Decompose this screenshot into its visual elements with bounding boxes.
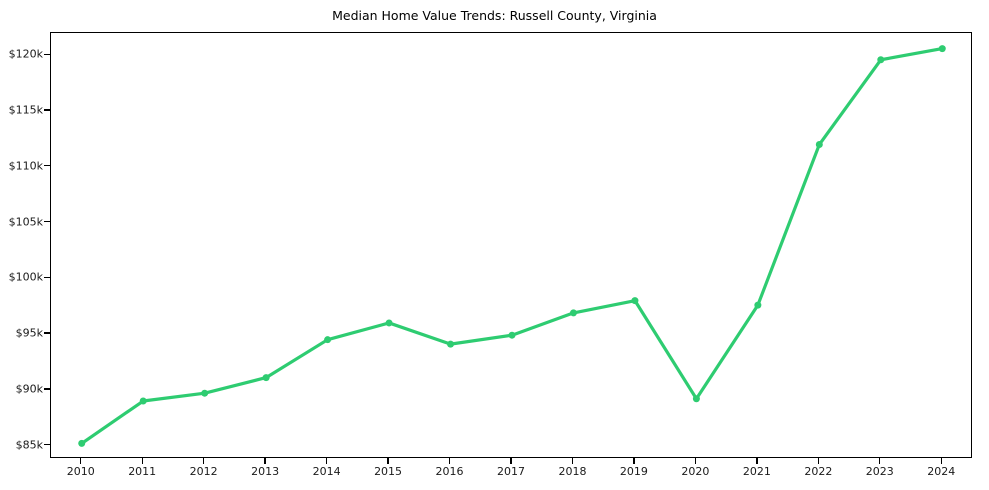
- x-axis-tick-label: 2011: [128, 465, 157, 478]
- series-line-median-home-value: [80, 47, 944, 445]
- x-axis-tick-label: 2017: [497, 465, 525, 478]
- y-axis-tick-mark: [44, 220, 50, 223]
- y-axis-tick-label: $95k: [15, 326, 43, 340]
- x-axis-tick-label: 2015: [374, 465, 403, 478]
- y-axis-tick-label: $115k: [8, 103, 43, 117]
- data-point-marker: [201, 389, 209, 397]
- x-axis-tick-mark: [264, 458, 266, 464]
- data-point-marker: [569, 309, 577, 317]
- x-axis-tick-mark: [571, 458, 574, 464]
- x-axis-tick-mark: [325, 458, 328, 464]
- data-point-marker: [877, 56, 885, 64]
- x-axis-tick-mark: [510, 458, 512, 464]
- line-series-svg: [78, 45, 946, 447]
- x-axis-tick-label: 2013: [251, 465, 280, 478]
- data-point-marker: [508, 331, 516, 339]
- x-axis-tick-mark: [694, 458, 697, 464]
- data-point-marker: [324, 336, 332, 344]
- x-axis-tick-label: 2024: [927, 465, 956, 478]
- x-axis-tick-label: 2014: [312, 465, 341, 478]
- y-axis-tick-mark: [44, 276, 50, 278]
- x-axis-tick-mark: [448, 458, 451, 464]
- x-axis-tick-label: 2010: [66, 465, 95, 478]
- data-point-marker: [385, 319, 393, 327]
- data-point-marker: [815, 141, 823, 149]
- data-point-marker: [692, 395, 700, 403]
- y-axis-tick-label: $105k: [8, 215, 43, 229]
- data-point-marker: [262, 374, 270, 382]
- x-axis-tick-label: 2021: [742, 465, 771, 478]
- y-axis-tick-mark: [44, 165, 50, 167]
- y-axis-tick-label: $110k: [8, 159, 43, 173]
- x-axis-tick-mark: [817, 458, 819, 464]
- data-point-marker: [78, 439, 86, 447]
- y-axis-tick-label: $90k: [15, 382, 43, 396]
- data-point-marker: [139, 397, 147, 405]
- y-axis-tick-mark: [44, 332, 50, 334]
- y-axis-tick-mark: [44, 53, 50, 55]
- x-axis-tick-mark: [756, 458, 758, 464]
- x-axis-tick-label: 2018: [558, 465, 587, 478]
- x-axis-tick-label: 2023: [865, 465, 894, 478]
- y-axis-tick-label: $120k: [8, 47, 43, 61]
- chart-title: Median Home Value Trends: Russell County…: [332, 8, 657, 23]
- y-axis-tick-mark: [44, 388, 50, 390]
- x-axis-tick-label: 2012: [189, 465, 218, 478]
- x-axis-tick-mark: [387, 458, 389, 464]
- x-axis-tick-mark: [203, 458, 205, 464]
- x-axis-tick-label: 2019: [619, 465, 648, 478]
- data-point-marker: [938, 45, 946, 53]
- y-axis-tick-mark: [44, 109, 50, 111]
- data-point-marker: [754, 301, 762, 309]
- x-axis-tick-mark: [80, 458, 82, 464]
- x-axis-tick-label: 2020: [681, 465, 710, 478]
- y-axis-tick-labels: $85k $90k $95k $100k $105k $110k $115k $120k: [0, 0, 43, 490]
- x-axis-tick-mark: [940, 458, 942, 464]
- y-axis-tick-label: $100k: [8, 270, 43, 284]
- x-axis-tick-mark: [633, 458, 635, 464]
- data-point-marker: [631, 297, 639, 305]
- x-axis-tick-label: 2016: [435, 465, 464, 478]
- y-axis-tick-label: $85k: [15, 438, 43, 452]
- y-axis-tick-mark: [44, 443, 50, 446]
- x-axis-tick-label: 2022: [804, 465, 833, 478]
- plot-area: [50, 32, 972, 458]
- series-markers: [78, 45, 946, 447]
- x-axis-tick-mark: [879, 458, 881, 464]
- x-axis-tick-mark: [141, 458, 143, 464]
- data-point-marker: [447, 340, 455, 348]
